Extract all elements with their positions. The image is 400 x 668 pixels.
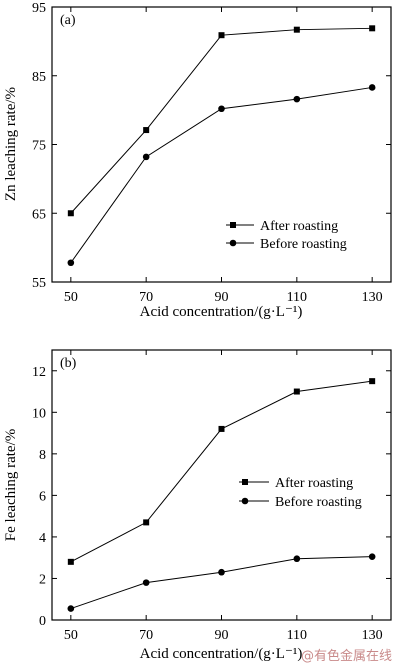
series-line-b-1: [70, 556, 373, 610]
legend-label-after-a: After roasting: [260, 219, 338, 234]
point-b-0-0: [67, 558, 74, 565]
x-tick-label-b-3: 110: [287, 628, 307, 643]
x-tick-label-a-2: 90: [215, 290, 229, 305]
point-b-1-2: [218, 568, 225, 576]
point-a-1-4: [368, 84, 376, 91]
panel-label-a: (a): [60, 13, 76, 28]
point-a-0-3: [293, 26, 300, 33]
point-b-0-3: [293, 388, 300, 395]
legend-marker-circle-b: [241, 497, 249, 505]
legend-marker-square-b: [242, 479, 248, 485]
legend-a: After roasting Before roasting: [226, 219, 347, 252]
point-a-1-3: [293, 95, 301, 103]
x-tick-label-a-0: 50: [64, 290, 78, 305]
legend-b: After roasting Before roasting: [239, 476, 362, 510]
watermark: @有色金属在线: [301, 648, 392, 664]
y-tick-label-a-0: 55: [32, 276, 46, 291]
y-tick-label-a-2: 75: [32, 139, 46, 154]
x-tick-label-b-0: 50: [64, 628, 78, 643]
x-tick-label-b-1: 70: [139, 628, 153, 643]
point-b-1-1: [142, 579, 150, 586]
y-tick-label-b-6: 12: [32, 365, 46, 380]
point-b-1-3: [293, 555, 301, 563]
chart-panel-b: 50 70 90 110 130 0 2 4 6 8 10 12 (b) Acid concentra…: [3, 349, 392, 662]
y-axis-label-a: Zn leaching rate/%: [3, 87, 19, 201]
panel-label-b: (b): [60, 356, 77, 371]
y-tick-label-b-0: 0: [39, 614, 46, 629]
series-a: [67, 25, 376, 267]
y-tick-label-b-2: 4: [39, 531, 46, 546]
point-b-1-0: [67, 605, 75, 612]
legend-label-before-b: Before roasting: [275, 495, 362, 510]
point-a-1-2: [218, 105, 225, 113]
y-tick-label-b-3: 6: [39, 489, 46, 504]
ticks-a: 50 70 90 110 130 55 65 75 85 95: [32, 1, 391, 305]
y-axis-label-b: Fe leaching rate/%: [3, 429, 19, 541]
x-tick-label-a-4: 130: [362, 290, 383, 305]
point-b-0-2: [218, 425, 225, 432]
point-b-0-4: [369, 378, 376, 385]
series-line-a-0: [70, 27, 373, 214]
y-tick-label-b-1: 2: [39, 572, 46, 587]
y-tick-label-a-4: 95: [32, 1, 46, 16]
point-a-0-0: [67, 210, 74, 217]
x-tick-label-a-3: 110: [287, 290, 307, 305]
point-a-1-1: [142, 153, 150, 161]
point-a-0-2: [218, 32, 225, 39]
point-a-0-4: [369, 25, 376, 32]
legend-marker-square-a: [230, 222, 236, 228]
legend-label-after-b: After roasting: [275, 476, 353, 491]
x-tick-label-b-4: 130: [362, 628, 383, 643]
point-a-0-1: [143, 127, 150, 134]
series-line-b-0: [70, 380, 373, 563]
point-b-1-4: [368, 553, 376, 560]
x-axis-label-b: Acid concentration/(g·L⁻¹): [140, 646, 303, 662]
x-tick-label-b-2: 90: [215, 628, 229, 643]
y-tick-label-a-3: 85: [32, 70, 46, 85]
point-a-1-0: [67, 259, 75, 267]
legend-marker-circle-a: [229, 239, 237, 247]
series-b: [67, 378, 376, 612]
y-tick-label-b-4: 8: [39, 448, 46, 463]
legend-label-before-a: Before roasting: [260, 237, 347, 252]
x-tick-label-a-1: 70: [139, 290, 153, 305]
y-tick-label-a-1: 65: [32, 207, 46, 222]
ticks-b: 50 70 90 110 130 0 2 4 6 8 10 12: [32, 350, 391, 643]
chart-panel-a: 50 70 90 110 130 55 65 75 85 95 (a) Acid concentr…: [3, 1, 392, 320]
y-tick-label-b-5: 10: [32, 406, 46, 421]
point-b-0-1: [143, 519, 150, 526]
x-axis-label-a: Acid concentration/(g·L⁻¹): [140, 304, 303, 320]
